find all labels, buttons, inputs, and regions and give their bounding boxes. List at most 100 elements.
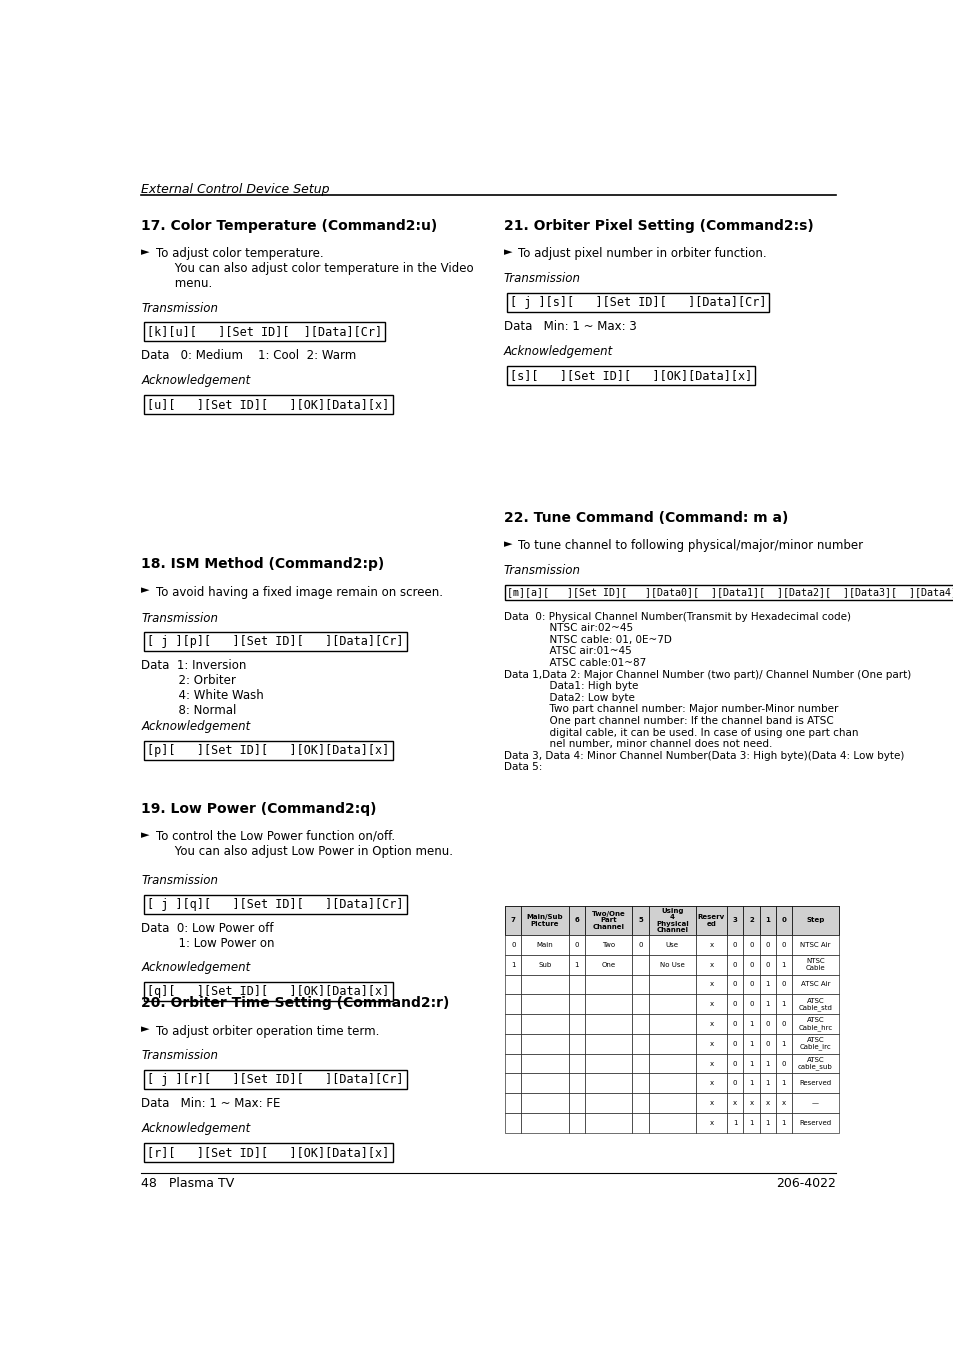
Bar [521, 1054, 568, 1074]
Bar [791, 907, 838, 935]
Text: 6: 6 [574, 917, 578, 924]
Bar [759, 907, 775, 935]
Text: Step: Step [805, 917, 823, 924]
Text: x: x [709, 1061, 713, 1066]
Text: 0: 0 [748, 981, 753, 988]
Text: 1: 1 [764, 917, 769, 924]
Text: x: x [781, 1100, 785, 1106]
Bar [759, 1113, 775, 1132]
Bar [759, 1054, 775, 1074]
Text: Sub: Sub [537, 962, 551, 967]
Bar [505, 935, 521, 955]
Text: ►: ► [503, 247, 512, 258]
Bar [648, 955, 696, 974]
Text: Transmission: Transmission [503, 563, 580, 577]
Text: 3: 3 [732, 917, 737, 924]
Bar [742, 935, 759, 955]
Bar [726, 1074, 742, 1093]
Bar [584, 1074, 632, 1093]
Bar [791, 935, 838, 955]
Text: 21. Orbiter Pixel Setting (Command2:s): 21. Orbiter Pixel Setting (Command2:s) [503, 219, 813, 234]
Text: 0: 0 [764, 1040, 769, 1047]
Bar [742, 994, 759, 1015]
Text: NTSC Air: NTSC Air [800, 942, 830, 948]
Bar [521, 974, 568, 994]
Text: ►: ► [503, 539, 512, 549]
Text: Acknowledgement: Acknowledgement [141, 720, 251, 732]
Bar [759, 1034, 775, 1054]
Bar [505, 1034, 521, 1054]
Text: [ j ][p][   ][Set ID][   ][Data][Cr]: [ j ][p][ ][Set ID][ ][Data][Cr] [147, 635, 403, 648]
Text: x: x [765, 1100, 769, 1106]
Bar [505, 1054, 521, 1074]
Text: 0: 0 [732, 1001, 737, 1008]
Bar [584, 955, 632, 974]
Text: 1: 1 [732, 1120, 737, 1125]
Bar [696, 1015, 726, 1034]
Text: 0: 0 [748, 962, 753, 967]
Bar [648, 1054, 696, 1074]
Text: Two: Two [601, 942, 615, 948]
Text: x: x [732, 1100, 737, 1106]
Bar [696, 994, 726, 1015]
Text: —: — [811, 1100, 818, 1106]
Text: [r][   ][Set ID][   ][OK][Data][x]: [r][ ][Set ID][ ][OK][Data][x] [147, 1146, 389, 1159]
Bar [505, 1113, 521, 1132]
Text: [s][   ][Set ID][   ][OK][Data][x]: [s][ ][Set ID][ ][OK][Data][x] [509, 369, 751, 382]
Bar [568, 1015, 584, 1034]
Bar [568, 1093, 584, 1113]
Bar [791, 1074, 838, 1093]
Bar [632, 1093, 648, 1113]
Bar [584, 1054, 632, 1074]
Bar [759, 974, 775, 994]
Bar [742, 1015, 759, 1034]
Text: Transmission: Transmission [503, 273, 580, 285]
Bar [791, 1015, 838, 1034]
Bar [726, 994, 742, 1015]
Bar [568, 935, 584, 955]
Text: External Control Device Setup: External Control Device Setup [141, 182, 330, 196]
Bar [521, 994, 568, 1015]
Bar [521, 955, 568, 974]
Bar [742, 907, 759, 935]
Bar [584, 907, 632, 935]
Text: ATSC
Cable_irc: ATSC Cable_irc [799, 1038, 830, 1050]
Text: x: x [709, 942, 713, 948]
Text: 1: 1 [764, 1061, 769, 1066]
Text: 1: 1 [781, 1040, 785, 1047]
Text: Transmission: Transmission [141, 301, 218, 315]
Bar [584, 974, 632, 994]
Bar [568, 1054, 584, 1074]
Text: To adjust pixel number in orbiter function.: To adjust pixel number in orbiter functi… [518, 247, 766, 261]
Text: Transmission: Transmission [141, 874, 218, 886]
Bar [632, 974, 648, 994]
Bar [775, 1113, 791, 1132]
Bar [632, 1074, 648, 1093]
Text: 0: 0 [574, 942, 578, 948]
Bar [521, 1093, 568, 1113]
Text: 1: 1 [748, 1061, 753, 1066]
Bar [696, 955, 726, 974]
Bar [791, 994, 838, 1015]
Text: [ j ][q][   ][Set ID][   ][Data][Cr]: [ j ][q][ ][Set ID][ ][Data][Cr] [147, 897, 403, 911]
Text: 1: 1 [764, 1081, 769, 1086]
Bar [726, 935, 742, 955]
Bar [584, 994, 632, 1015]
Text: Acknowledgement: Acknowledgement [141, 961, 251, 974]
Bar [648, 935, 696, 955]
Bar [742, 974, 759, 994]
Bar [759, 955, 775, 974]
Text: To tune channel to following physical/major/minor number: To tune channel to following physical/ma… [518, 539, 862, 551]
Text: 1: 1 [764, 1120, 769, 1125]
Bar [632, 994, 648, 1015]
Bar [632, 1015, 648, 1034]
Text: x: x [709, 962, 713, 967]
Text: 0: 0 [748, 942, 753, 948]
Text: 20. Orbiter Time Setting (Command2:r): 20. Orbiter Time Setting (Command2:r) [141, 997, 449, 1011]
Text: x: x [709, 1021, 713, 1027]
Text: 0: 0 [764, 942, 769, 948]
Bar [726, 1015, 742, 1034]
Bar [759, 935, 775, 955]
Text: 2: 2 [748, 917, 753, 924]
Text: 17. Color Temperature (Command2:u): 17. Color Temperature (Command2:u) [141, 219, 437, 234]
